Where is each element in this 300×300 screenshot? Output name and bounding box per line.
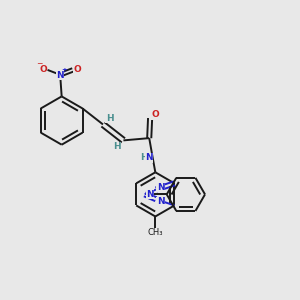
Text: CH₃: CH₃ [148,228,163,237]
Text: N: N [157,197,164,206]
Text: H: H [106,114,113,123]
Text: N: N [145,153,153,162]
Text: −: − [36,59,43,68]
Text: +: + [62,68,68,74]
Text: O: O [74,65,81,74]
Text: H: H [113,142,121,152]
Text: N: N [146,190,154,199]
Text: H: H [140,153,148,162]
Text: N: N [56,71,64,80]
Text: N: N [157,183,164,192]
Text: O: O [39,65,47,74]
Text: O: O [152,110,159,119]
